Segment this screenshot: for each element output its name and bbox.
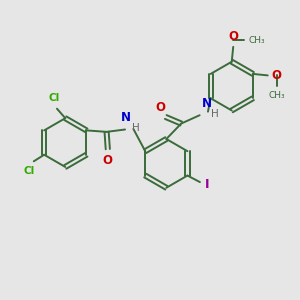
Text: CH₃: CH₃ (269, 91, 286, 100)
Text: H: H (211, 109, 219, 119)
Text: CH₃: CH₃ (248, 36, 265, 45)
Text: I: I (205, 178, 209, 191)
Text: O: O (272, 69, 282, 82)
Text: O: O (103, 154, 113, 167)
Text: Cl: Cl (23, 166, 34, 176)
Text: N: N (202, 97, 212, 110)
Text: N: N (121, 111, 130, 124)
Text: Cl: Cl (48, 93, 60, 103)
Text: H: H (132, 123, 139, 133)
Text: O: O (228, 30, 238, 43)
Text: O: O (155, 101, 165, 114)
